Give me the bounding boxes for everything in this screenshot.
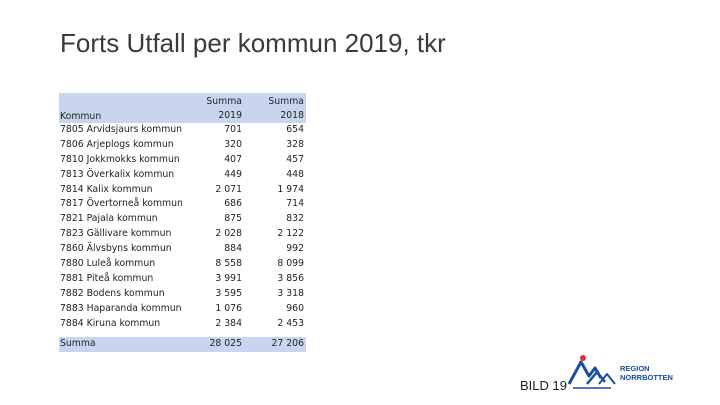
- row-2019: 2 071: [215, 183, 242, 195]
- row-2019: 320: [224, 138, 242, 150]
- row-2018: 3 856: [277, 272, 304, 284]
- table-row: 7882 Bodens kommun 3 595 3 318: [59, 287, 306, 302]
- table-total-row: Summa 28 025 27 206: [59, 337, 306, 353]
- row-2018: 832: [286, 213, 304, 225]
- table-row: 7814 Kalix kommun 2 071 1 974: [59, 183, 306, 198]
- row-2018: 960: [286, 302, 304, 314]
- table-row: 7813 Överkalix kommun 449 448: [59, 168, 306, 183]
- region-norrbotten-logo-icon: [567, 355, 616, 389]
- table-row: 7883 Haparanda kommun 1 076 960: [59, 302, 306, 317]
- row-2018: 457: [286, 153, 304, 165]
- row-kommun: 7883 Haparanda kommun: [60, 302, 182, 314]
- table-body: 7805 Arvidsjaurs kommun 701 654 7806 Arjepl…: [59, 123, 306, 331]
- row-kommun: 7810 Jokkmokks kommun: [60, 153, 180, 165]
- table-header: Kommun Summa 2019 Summa 2018: [59, 93, 306, 123]
- kommun-table: Kommun Summa 2019 Summa 2018 7805 Arvidsja…: [59, 93, 306, 353]
- logo-line2: NORRBOTTEN: [620, 373, 673, 382]
- row-2018: 1 974: [277, 183, 304, 195]
- table-row: 7821 Pajala kommun 875 832: [59, 212, 306, 227]
- row-kommun: 7813 Överkalix kommun: [60, 168, 175, 180]
- row-2018: 448: [286, 168, 304, 180]
- total-2019: 28 025: [209, 338, 242, 350]
- table-row: 7884 Kiruna kommun 2 384 2 453: [59, 317, 306, 332]
- row-2019: 884: [224, 243, 242, 255]
- row-2018: 2 122: [277, 228, 304, 240]
- table-row: 7810 Jokkmokks kommun 407 457: [59, 153, 306, 168]
- row-2018: 992: [286, 243, 304, 255]
- row-kommun: 7821 Pajala kommun: [60, 213, 158, 225]
- row-2018: 654: [286, 124, 304, 135]
- row-2019: 686: [224, 198, 242, 210]
- header-2018-line2: 2018: [280, 110, 304, 121]
- row-2019: 701: [224, 124, 242, 135]
- row-kommun: 7884 Kiruna kommun: [60, 317, 161, 329]
- row-2019: 2 028: [215, 228, 242, 240]
- header-2018-line1: Summa: [268, 96, 304, 107]
- row-kommun: 7814 Kalix kommun: [60, 183, 153, 195]
- header-2019: Summa 2019: [206, 95, 242, 123]
- row-kommun: 7860 Älvsbyns kommun: [60, 243, 172, 255]
- table-row: 7880 Luleå kommun 8 558 8 099: [59, 257, 306, 272]
- table-row: 7817 Övertorneå kommun 686 714: [59, 197, 306, 212]
- row-2018: 328: [286, 138, 304, 150]
- row-2019: 407: [224, 153, 242, 165]
- header-2018: Summa 2018: [268, 95, 304, 123]
- row-2018: 3 318: [277, 287, 304, 299]
- row-2019: 3 595: [215, 287, 242, 299]
- table-row: 7881 Piteå kommun 3 991 3 856: [59, 272, 306, 287]
- row-2019: 2 384: [215, 317, 242, 329]
- row-2019: 875: [224, 213, 242, 225]
- header-2019-line2: 2019: [218, 110, 242, 121]
- logo-line1: REGION: [620, 364, 650, 373]
- row-kommun: 7880 Luleå kommun: [60, 258, 156, 270]
- row-kommun: 7806 Arjeplogs kommun: [60, 138, 174, 150]
- row-kommun: 7882 Bodens kommun: [60, 287, 165, 299]
- row-2018: 714: [286, 198, 304, 210]
- row-kommun: 7805 Arvidsjaurs kommun: [60, 124, 183, 135]
- row-2018: 2 453: [277, 317, 304, 329]
- row-2019: 3 991: [215, 272, 242, 284]
- row-kommun: 7823 Gällivare kommun: [60, 228, 172, 240]
- row-kommun: 7881 Piteå kommun: [60, 272, 154, 284]
- row-2019: 449: [224, 168, 242, 180]
- total-2018: 27 206: [271, 338, 304, 350]
- row-2019: 1 076: [215, 302, 242, 314]
- header-2019-line1: Summa: [206, 96, 242, 107]
- table-row: 7805 Arvidsjaurs kommun 701 654: [59, 123, 306, 138]
- table-row: 7860 Älvsbyns kommun 884 992: [59, 242, 306, 257]
- row-kommun: 7817 Övertorneå kommun: [60, 198, 183, 210]
- total-label: Summa: [60, 338, 96, 350]
- table-row: 7823 Gällivare kommun 2 028 2 122: [59, 227, 306, 242]
- row-2019: 8 558: [215, 258, 242, 270]
- row-2018: 8 099: [277, 258, 304, 270]
- slide-title: Forts Utfall per kommun 2019, tkr: [60, 28, 446, 58]
- slide-number: BILD 19: [520, 378, 567, 393]
- table-row: 7806 Arjeplogs kommun 320 328: [59, 138, 306, 153]
- logo-text: REGION NORRBOTTEN: [620, 364, 673, 382]
- header-kommun: Kommun: [60, 111, 102, 122]
